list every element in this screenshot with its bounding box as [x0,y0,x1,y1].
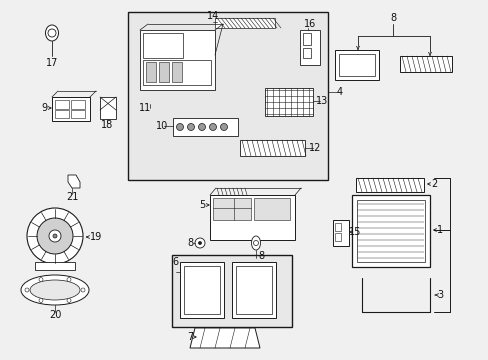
Bar [356,200,424,262]
Text: 8: 8 [389,13,395,23]
Bar [264,88,312,116]
Bar [159,62,169,82]
Circle shape [81,288,85,292]
Ellipse shape [251,236,260,250]
Bar [236,266,271,314]
Bar [213,198,250,220]
Ellipse shape [21,275,89,305]
Text: 9: 9 [41,103,47,113]
Text: 14: 14 [206,11,219,21]
Circle shape [67,278,71,282]
Text: 21: 21 [66,192,78,202]
Bar [71,110,85,118]
Bar [128,12,327,180]
Text: 2: 2 [430,179,436,189]
Circle shape [37,218,73,254]
Bar [142,33,183,58]
Text: 1: 1 [436,225,442,235]
Circle shape [253,240,258,246]
Text: 13: 13 [315,96,327,106]
Bar [338,54,374,76]
Circle shape [39,298,43,302]
Circle shape [209,123,216,131]
Text: 20: 20 [49,310,61,320]
Text: 5: 5 [199,200,204,210]
Polygon shape [190,328,260,348]
Circle shape [187,123,194,131]
Bar [334,233,340,241]
Text: 3: 3 [436,290,442,300]
Circle shape [48,29,56,37]
Text: 4: 4 [336,87,343,97]
Bar [334,223,340,231]
Bar [100,97,116,119]
Text: 16: 16 [303,19,315,29]
Text: 12: 12 [308,143,321,153]
Bar [332,220,348,246]
Bar [253,198,289,220]
Bar [215,18,274,28]
Circle shape [49,230,61,242]
Bar [355,178,423,192]
Polygon shape [68,175,80,188]
Bar [35,262,75,270]
Circle shape [39,278,43,282]
Circle shape [67,298,71,302]
Bar [172,62,182,82]
Text: 19: 19 [90,232,102,242]
Bar [303,33,310,45]
Bar [180,262,224,318]
Text: 15: 15 [348,227,361,237]
Circle shape [176,123,183,131]
Text: 7: 7 [186,332,193,342]
Bar [240,140,305,156]
Bar [140,30,215,90]
Bar [55,100,69,109]
Bar [209,195,294,240]
Bar [142,60,210,85]
Text: 8: 8 [257,251,264,261]
Bar [52,97,90,121]
Bar [173,118,238,136]
Bar [303,48,310,58]
Text: 11: 11 [139,103,151,113]
Ellipse shape [45,25,59,41]
Bar [231,262,275,318]
Circle shape [198,123,205,131]
Bar [71,100,85,109]
Bar [172,255,291,327]
Text: 6: 6 [172,257,178,267]
Text: 10: 10 [156,121,168,131]
Bar [146,62,156,82]
Bar [183,266,220,314]
Bar [55,110,69,118]
Text: 18: 18 [101,120,113,130]
Bar [299,30,319,65]
Bar [399,56,451,72]
Circle shape [198,242,201,244]
Circle shape [53,234,57,238]
Bar [334,50,378,80]
Ellipse shape [30,280,80,300]
Circle shape [25,288,29,292]
Circle shape [195,238,204,248]
Circle shape [220,123,227,131]
Bar [351,195,429,267]
Text: 8: 8 [186,238,193,248]
Text: 17: 17 [46,58,58,68]
Circle shape [27,208,83,264]
